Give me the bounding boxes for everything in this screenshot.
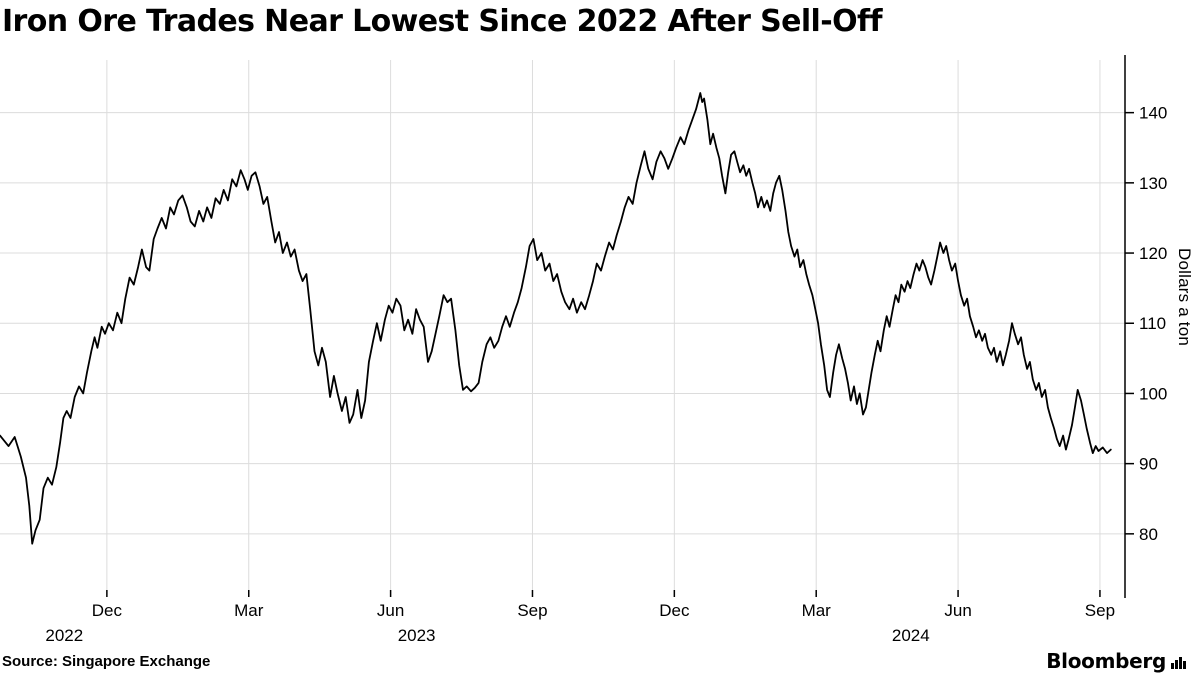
y-tick-label: 110 bbox=[1139, 314, 1166, 333]
x-tick-label: Dec bbox=[659, 601, 690, 620]
x-tick-label: Jun bbox=[944, 601, 971, 620]
bloomberg-wordmark: Bloomberg bbox=[1046, 649, 1166, 673]
y-tick-label: 140 bbox=[1139, 104, 1167, 123]
x-tick-label: Mar bbox=[802, 601, 832, 620]
year-label: 2022 bbox=[45, 626, 83, 645]
x-tick-label: Mar bbox=[234, 601, 264, 620]
source-attribution: Source: Singapore Exchange bbox=[2, 653, 211, 670]
chart-title: Iron Ore Trades Near Lowest Since 2022 A… bbox=[2, 4, 882, 39]
bloomberg-logo: Bloomberg bbox=[1046, 651, 1186, 671]
y-axis-title: Dollars a ton bbox=[1175, 248, 1194, 347]
y-tick-label: 90 bbox=[1139, 455, 1158, 474]
price-line bbox=[0, 92, 1112, 545]
y-tick-label: 100 bbox=[1139, 384, 1167, 403]
year-label: 2023 bbox=[398, 626, 436, 645]
x-tick-label: Sep bbox=[1085, 601, 1115, 620]
y-tick-label: 80 bbox=[1139, 525, 1158, 544]
x-tick-label: Sep bbox=[517, 601, 547, 620]
bloomberg-bars-icon bbox=[1171, 657, 1186, 669]
x-tick-label: Dec bbox=[92, 601, 123, 620]
y-tick-label: 120 bbox=[1139, 244, 1167, 263]
year-label: 2024 bbox=[892, 626, 930, 645]
x-tick-label: Jun bbox=[377, 601, 404, 620]
y-tick-label: 130 bbox=[1139, 174, 1167, 193]
